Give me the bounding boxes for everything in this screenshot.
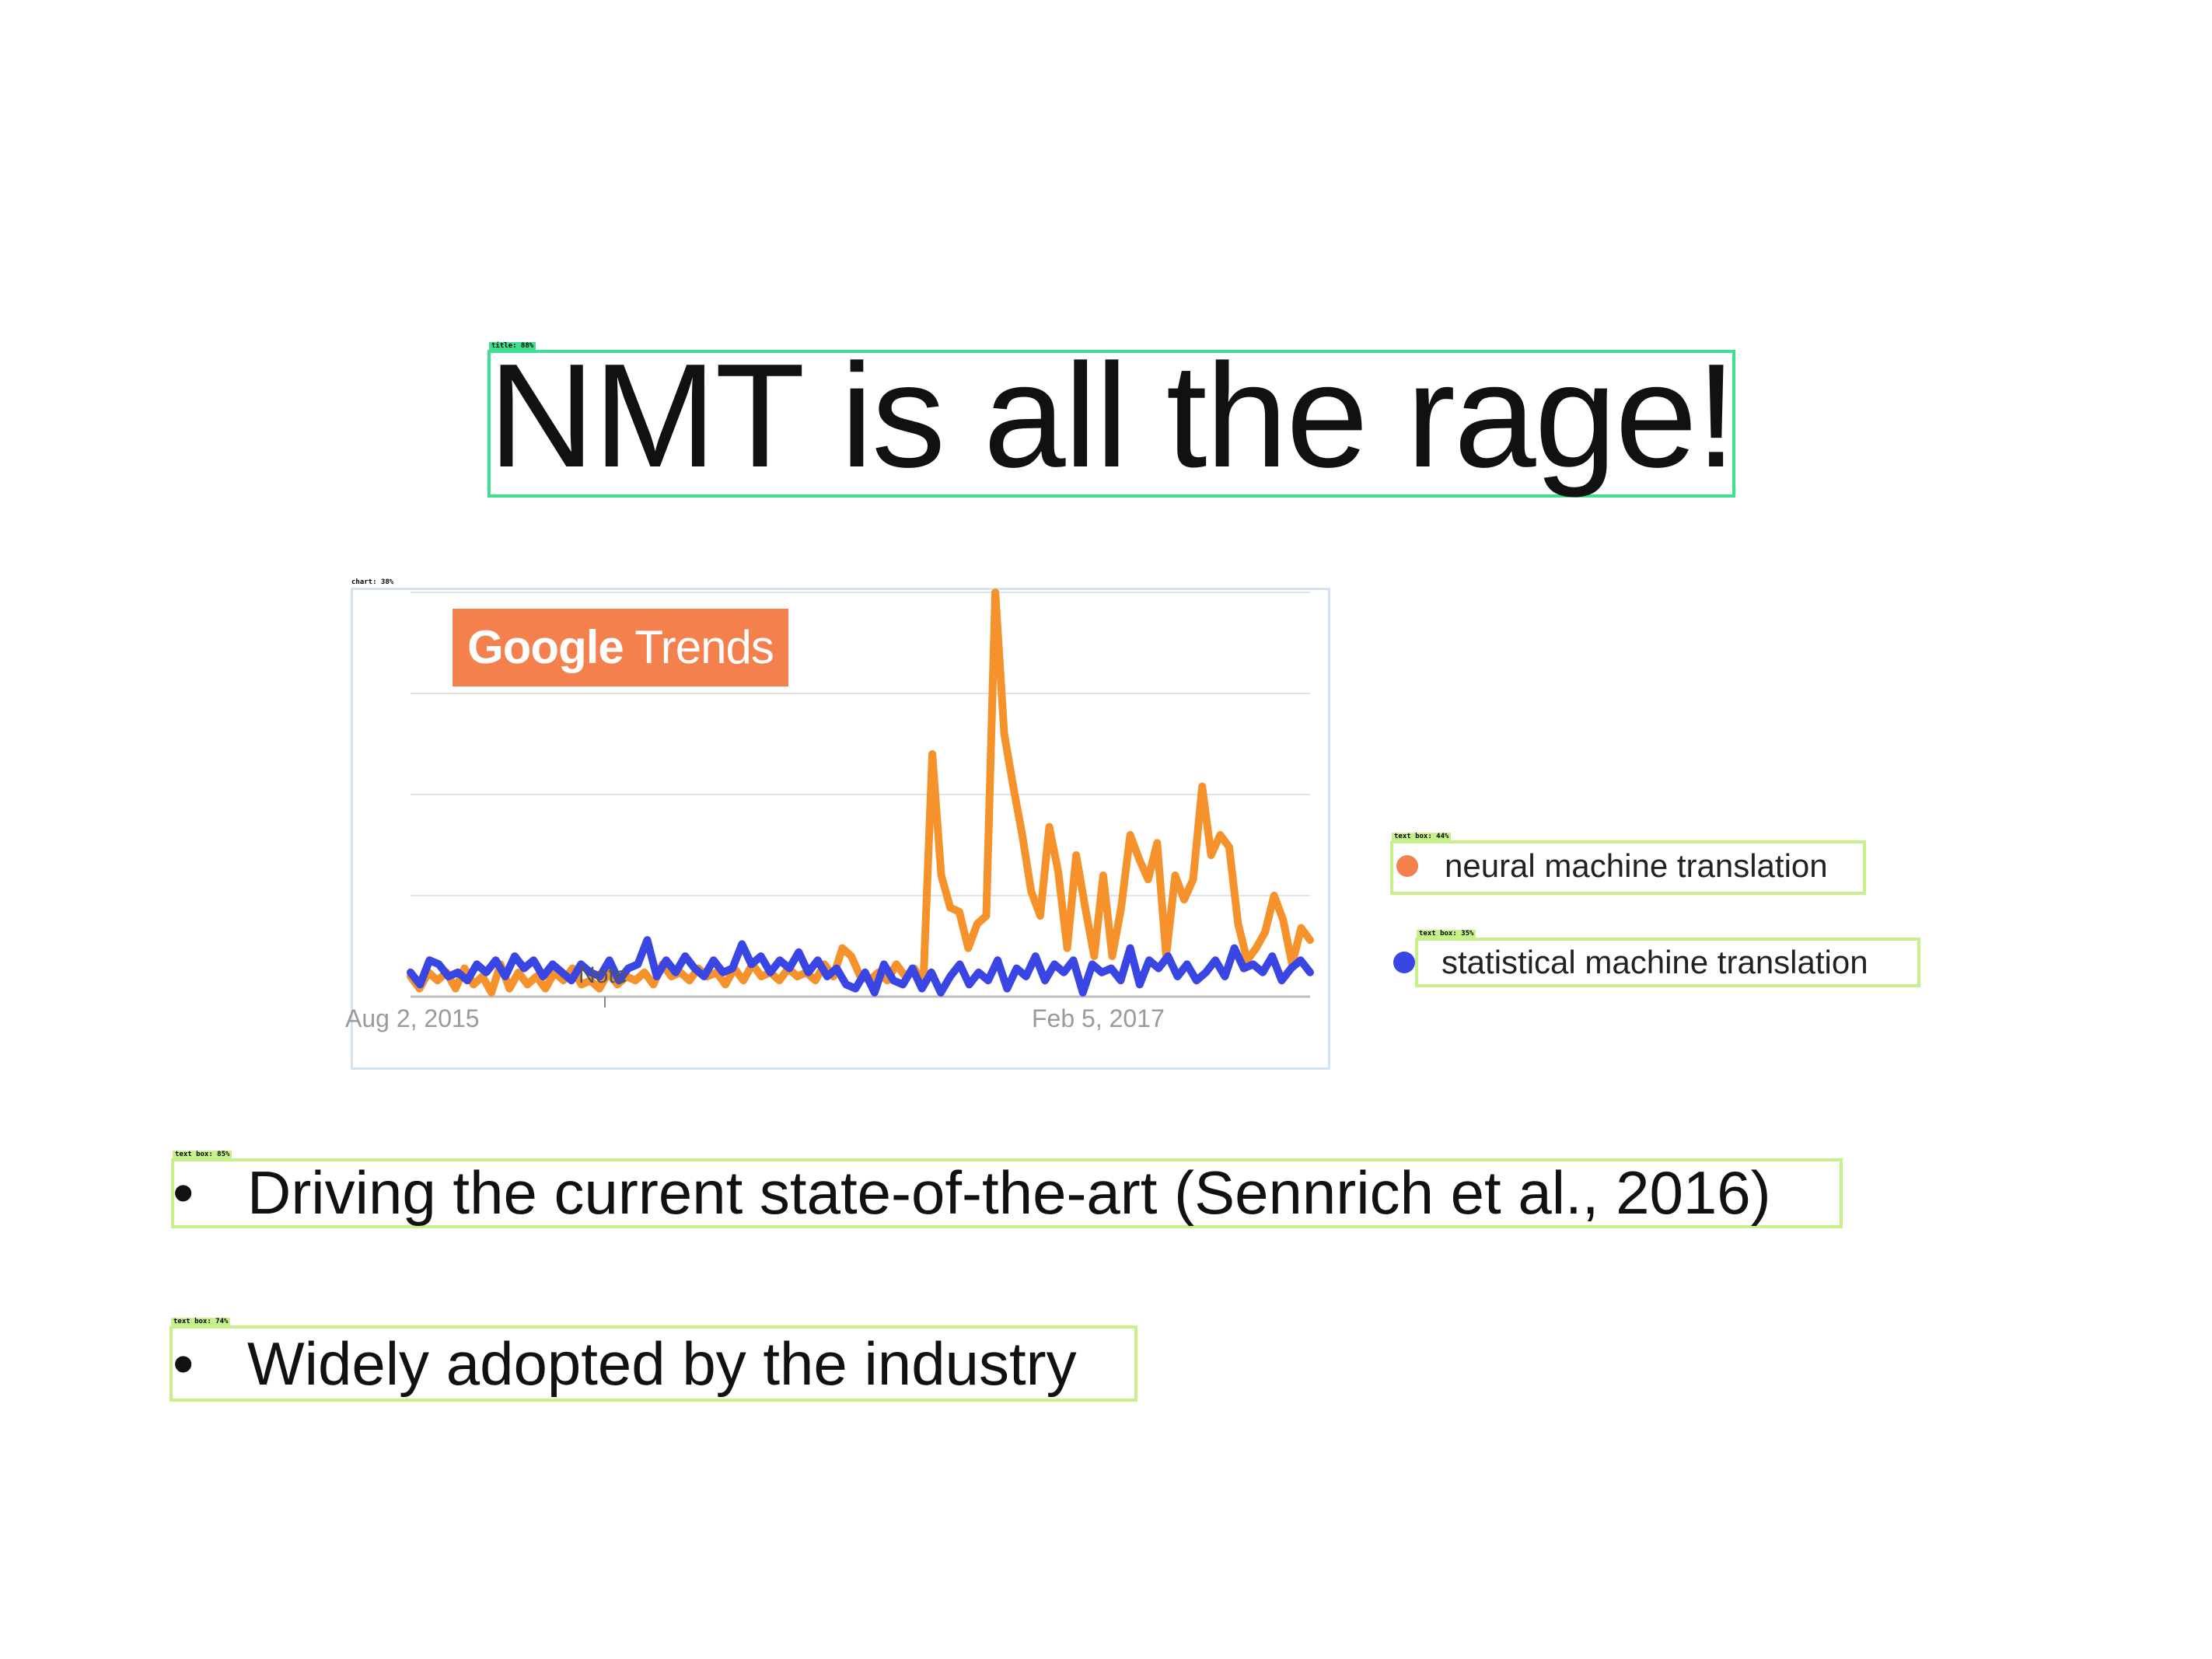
google-logo-word: Google <box>467 621 624 673</box>
legend-statistical-detection-box: text box: 35% <box>1415 930 1920 987</box>
bullet-dot: • <box>173 1158 194 1227</box>
chart-detection-label: chart: 38% <box>351 578 394 586</box>
bullet-1-detection-box: text box: 85% <box>171 1151 1843 1228</box>
bullet-text-1: Driving the current state-of-the-art (Se… <box>247 1158 1771 1227</box>
trends-logo-word: Trends <box>634 621 774 673</box>
bullet-text-2: Widely adopted by the industry <box>247 1329 1077 1398</box>
bullet-1-detection-label: text box: 85% <box>173 1151 232 1158</box>
legend-neural-detection-label: text box: 44% <box>1392 833 1452 840</box>
legend-label-neural: neural machine translation <box>1445 847 1828 884</box>
bullet-2-detection-box: text box: 74% <box>169 1318 1137 1402</box>
bullet-dot: • <box>173 1329 194 1398</box>
bullet-item: • Widely adopted by the industry <box>173 1325 1077 1402</box>
title-detection-box: title: 88% <box>487 342 1735 498</box>
chart-note-annotation: Note <box>578 962 628 988</box>
legend-label-statistical: statistical machine translation <box>1441 944 1868 980</box>
legend-dot-orange <box>1396 855 1418 877</box>
legend-item-neural[interactable]: neural machine translation <box>1396 847 1828 885</box>
legend-neural-detection-box: text box: 44% <box>1390 833 1866 895</box>
legend-dot-blue <box>1393 952 1415 973</box>
bullet-item: • Driving the current state-of-the-art (… <box>173 1155 1771 1230</box>
legend-statistical-detection-label: text box: 35% <box>1417 930 1476 938</box>
x-tick-label-mid: Feb 5, 2017 <box>1032 1004 1165 1032</box>
x-tick-label-start: Aug 2, 2015 <box>345 1004 480 1032</box>
legend-item-statistical[interactable]: statistical machine translation <box>1393 944 1868 981</box>
bullet-2-detection-label: text box: 74% <box>171 1318 231 1325</box>
google-trends-logo: Google Trends <box>453 609 788 686</box>
title-detection-label: title: 88% <box>489 342 536 350</box>
slide-title: NMT is all the rage! <box>488 334 1737 498</box>
